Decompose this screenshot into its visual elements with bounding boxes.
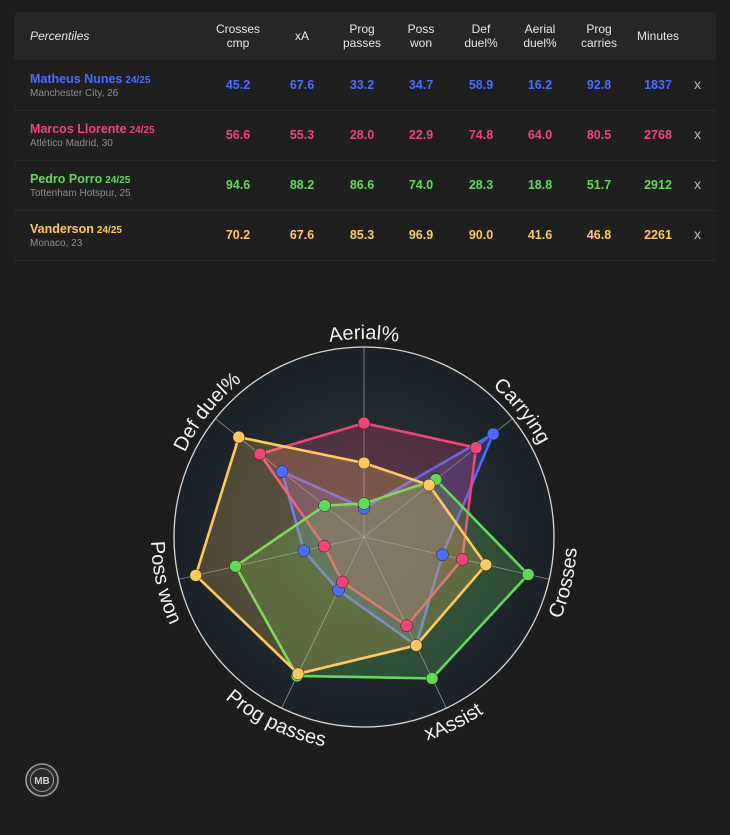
stat-cell: 28.3	[468, 178, 494, 192]
data-point[interactable]	[400, 619, 413, 632]
player-season: 24/25	[129, 125, 155, 136]
data-point[interactable]	[318, 539, 331, 553]
data-point[interactable]	[291, 667, 305, 681]
player-club: Manchester City, 26	[30, 88, 119, 99]
player-name[interactable]: Vanderson 24/25	[30, 222, 122, 236]
data-point[interactable]	[357, 497, 371, 510]
stat-cell: 64.0	[527, 128, 553, 142]
remove-player-button[interactable]: x	[694, 226, 701, 242]
player-season: 24/25	[105, 175, 131, 186]
player-name[interactable]: Pedro Porro 24/25	[30, 172, 130, 186]
series-area	[194, 435, 488, 676]
player-name-text: Matheus Nunes	[30, 72, 123, 86]
stat-cell: 46.8	[586, 228, 612, 242]
data-point[interactable]	[318, 499, 331, 512]
stat-cell: 41.6	[527, 228, 553, 242]
stat-cell: 18.8	[527, 178, 553, 192]
stat-cell: 90.0	[468, 228, 494, 242]
stat-cell: 70.2	[225, 228, 251, 242]
data-point[interactable]	[357, 456, 371, 470]
data-point[interactable]	[297, 544, 311, 557]
data-point[interactable]	[232, 430, 246, 444]
logo-text: MB	[34, 776, 50, 787]
stat-cell: 58.9	[468, 78, 494, 92]
player-name[interactable]: Marcos Llorente 24/25	[30, 122, 155, 136]
radar-spoke	[178, 536, 365, 580]
data-point[interactable]	[436, 548, 449, 562]
table-header: Percentiles Crosses cmp xA Prog passes Poss …	[14, 12, 716, 60]
stat-cell: 2768	[644, 128, 672, 142]
axis-label: Aerial%	[327, 322, 400, 347]
stat-cell: 56.6	[225, 128, 251, 142]
player-club: Tottenham Hotspur, 25	[30, 188, 131, 199]
series-area	[258, 421, 478, 628]
stat-cell: 92.8	[586, 78, 612, 92]
player-name[interactable]: Matheus Nunes 24/25	[30, 72, 150, 86]
remove-player-button[interactable]: x	[694, 176, 701, 192]
column-header[interactable]: Def duel%	[464, 22, 498, 50]
data-point[interactable]	[479, 558, 493, 572]
stat-cell: 34.7	[408, 78, 434, 92]
stat-cell: 88.2	[289, 178, 315, 192]
series-area	[280, 432, 495, 647]
column-header[interactable]: Aerial duel%	[523, 22, 557, 50]
stat-cell: 16.2	[527, 78, 553, 92]
data-point[interactable]	[229, 560, 242, 573]
player-club: Atlético Madrid, 30	[30, 138, 113, 149]
stat-cell: 22.9	[408, 128, 434, 142]
data-point[interactable]	[189, 569, 203, 582]
data-point[interactable]	[336, 575, 349, 589]
column-header[interactable]: Poss won	[407, 22, 435, 50]
data-point[interactable]	[486, 427, 500, 441]
column-header[interactable]: Prog passes	[342, 22, 382, 50]
stat-cell: 67.6	[289, 228, 315, 242]
stat-cell: 55.3	[289, 128, 315, 142]
data-point[interactable]	[275, 465, 289, 478]
remove-player-button[interactable]: x	[694, 76, 701, 92]
stat-cell: 86.6	[349, 178, 375, 192]
data-point[interactable]	[357, 416, 371, 430]
column-header[interactable]: Prog carries	[580, 22, 617, 50]
stat-cell: 33.2	[349, 78, 375, 92]
stat-cell: 51.7	[586, 178, 612, 192]
stat-cell: 2912	[644, 178, 672, 192]
player-row: Matheus Nunes 24/25 Manchester City, 26 45.…	[14, 60, 716, 111]
stat-cell: 74.8	[468, 128, 494, 142]
column-header[interactable]: xA	[294, 29, 309, 43]
series-area	[234, 478, 530, 680]
stat-cell: 96.9	[408, 228, 434, 242]
data-point[interactable]	[455, 553, 469, 566]
data-point[interactable]	[521, 568, 535, 581]
stat-cell: 94.6	[225, 178, 251, 192]
player-name-text: Vanderson	[30, 222, 94, 236]
stat-cell: 2261	[644, 228, 672, 242]
player-season: 24/25	[125, 75, 151, 86]
column-header[interactable]: Crosses cmp	[215, 22, 260, 50]
header-percentiles: Percentiles	[30, 29, 90, 43]
data-point[interactable]	[422, 478, 436, 492]
player-name-text: Pedro Porro	[30, 172, 103, 186]
player-club: Monaco, 23	[30, 238, 83, 249]
player-row: Marcos Llorente 24/25 Atlético Madrid, 30 5…	[14, 110, 716, 161]
data-point[interactable]	[253, 447, 267, 461]
stat-cell: 45.2	[225, 78, 251, 92]
player-row: Vanderson 24/25 Monaco, 23 70.2 67.6 85.3 96.9…	[14, 210, 716, 261]
data-point[interactable]	[409, 639, 423, 652]
stat-cell: 67.6	[289, 78, 315, 92]
player-season: 24/25	[96, 225, 122, 236]
comparison-table: Percentiles Crosses cmp xA Prog passes Poss …	[14, 12, 716, 262]
player-name-text: Marcos Llorente	[30, 122, 127, 136]
column-header[interactable]: Minutes	[636, 29, 680, 43]
stat-cell: 80.5	[586, 128, 612, 142]
data-point[interactable]	[425, 672, 439, 685]
remove-player-button[interactable]: x	[694, 126, 701, 142]
player-row: Pedro Porro 24/25 Tottenham Hotspur, 25 94.…	[14, 160, 716, 211]
logo-badge: MB	[25, 763, 59, 797]
stat-cell: 85.3	[349, 228, 375, 242]
stat-cell: 74.0	[408, 178, 434, 192]
stat-cell: 1837	[644, 78, 672, 92]
data-point[interactable]	[469, 441, 483, 454]
stat-cell: 28.0	[349, 128, 375, 142]
